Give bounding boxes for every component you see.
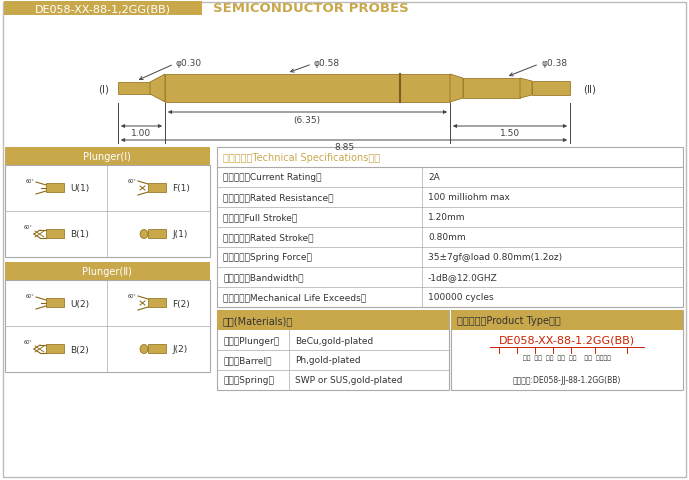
Bar [217,148,683,307]
Text: 额定弹力（Spring Force）: 额定弹力（Spring Force） [223,253,312,262]
Text: 100 milliohm max: 100 milliohm max [428,193,510,202]
Text: 60°: 60° [25,179,34,184]
Text: SEMICONDUCTOR PROBES: SEMICONDUCTOR PROBES [213,2,409,15]
Text: 频率带宽（Bandwidth）: 频率带宽（Bandwidth） [223,273,303,282]
Text: 1.20mm: 1.20mm [428,213,466,222]
Text: 60°: 60° [127,293,136,299]
Text: B(2): B(2) [70,345,89,354]
Text: 2A: 2A [428,173,440,182]
Bar [217,311,449,390]
Text: 成品型号（Product Type）：: 成品型号（Product Type）： [457,315,561,325]
Text: 8.85: 8.85 [334,143,354,152]
Text: 60°: 60° [127,179,136,184]
Ellipse shape [140,345,148,354]
Text: B(1): B(1) [70,230,89,239]
Bar [46,344,64,353]
Text: BeCu,gold-plated: BeCu,gold-plated [295,336,373,345]
Text: 100000 cycles: 100000 cycles [428,293,493,302]
Text: 针头（Plunger）: 针头（Plunger） [223,336,279,345]
Text: U(2): U(2) [70,299,89,308]
Text: 0.80mm: 0.80mm [428,233,466,242]
Text: 1.00: 1.00 [131,129,151,138]
Text: 系列  规格  头型  行程  弹力    镀金  针头材质: 系列 规格 头型 行程 弹力 镀金 针头材质 [523,355,611,360]
Text: Plunger(Ⅰ): Plunger(Ⅰ) [83,152,131,162]
Text: Ph,gold-plated: Ph,gold-plated [295,356,360,365]
Text: U(1): U(1) [70,184,90,193]
Text: φ0.30: φ0.30 [176,59,202,67]
Text: -1dB@12.0GHZ: -1dB@12.0GHZ [428,273,497,282]
Text: 针管（Barrel）: 针管（Barrel） [223,356,271,365]
Text: (Ⅱ): (Ⅱ) [583,84,596,94]
Text: 1.50: 1.50 [500,129,520,138]
Bar [148,184,166,192]
Text: 技术要求（Technical Specifications）：: 技术要求（Technical Specifications）： [223,153,380,163]
Text: φ0.58: φ0.58 [314,59,340,67]
Polygon shape [520,79,532,99]
Bar [4,2,202,16]
Bar [148,344,166,353]
Text: J(1): J(1) [172,230,187,239]
Bar [118,83,150,95]
Text: 订购举例:DE058-JJ-88-1.2GG(BB): 订购举例:DE058-JJ-88-1.2GG(BB) [513,376,621,384]
Text: DE058-XX-88-1.2GG(BB): DE058-XX-88-1.2GG(BB) [499,335,635,345]
Text: φ0.38: φ0.38 [541,59,567,67]
Text: J(2): J(2) [172,345,187,354]
Bar [451,311,683,330]
Bar [46,299,64,307]
Bar [451,311,683,390]
Text: 35±7gf@load 0.80mm(1.2oz): 35±7gf@load 0.80mm(1.2oz) [428,253,562,262]
Bar [5,166,210,257]
Polygon shape [450,75,463,103]
Bar [5,148,210,166]
Bar [532,82,570,96]
Text: (6.35): (6.35) [294,115,320,124]
Text: 额定电阱（Rated Resistance）: 额定电阱（Rated Resistance） [223,193,333,202]
Text: 测试寿命（Mechanical Life Exceeds）: 测试寿命（Mechanical Life Exceeds） [223,293,366,302]
Text: (Ⅰ): (Ⅰ) [98,84,109,94]
Text: F(2): F(2) [172,299,189,308]
Bar [5,280,210,372]
Text: 额定行程（Rated Stroke）: 额定行程（Rated Stroke） [223,233,313,242]
Bar [148,299,166,307]
Bar [148,229,166,239]
Text: Plunger(Ⅱ): Plunger(Ⅱ) [82,266,132,276]
Text: F(1): F(1) [172,184,190,193]
Text: 满行程（Full Stroke）: 满行程（Full Stroke） [223,213,297,222]
Polygon shape [150,75,165,103]
Text: 额定电流（Current Rating）: 额定电流（Current Rating） [223,173,322,182]
Bar [165,75,450,103]
Text: 60°: 60° [23,339,32,344]
Text: 弹簧（Spring）: 弹簧（Spring） [223,376,274,384]
Text: 材质(Materials)：: 材质(Materials)： [223,315,294,325]
Bar [46,229,64,239]
Bar [5,263,210,280]
Text: SWP or SUS,gold-plated: SWP or SUS,gold-plated [295,376,402,384]
Bar [463,79,520,99]
Bar [46,184,64,192]
Ellipse shape [140,230,148,239]
Text: DE058-XX-88-1,2GG(BB): DE058-XX-88-1,2GG(BB) [35,4,171,14]
Text: 60°: 60° [25,293,34,299]
Text: 60°: 60° [23,225,32,229]
Bar [217,311,449,330]
